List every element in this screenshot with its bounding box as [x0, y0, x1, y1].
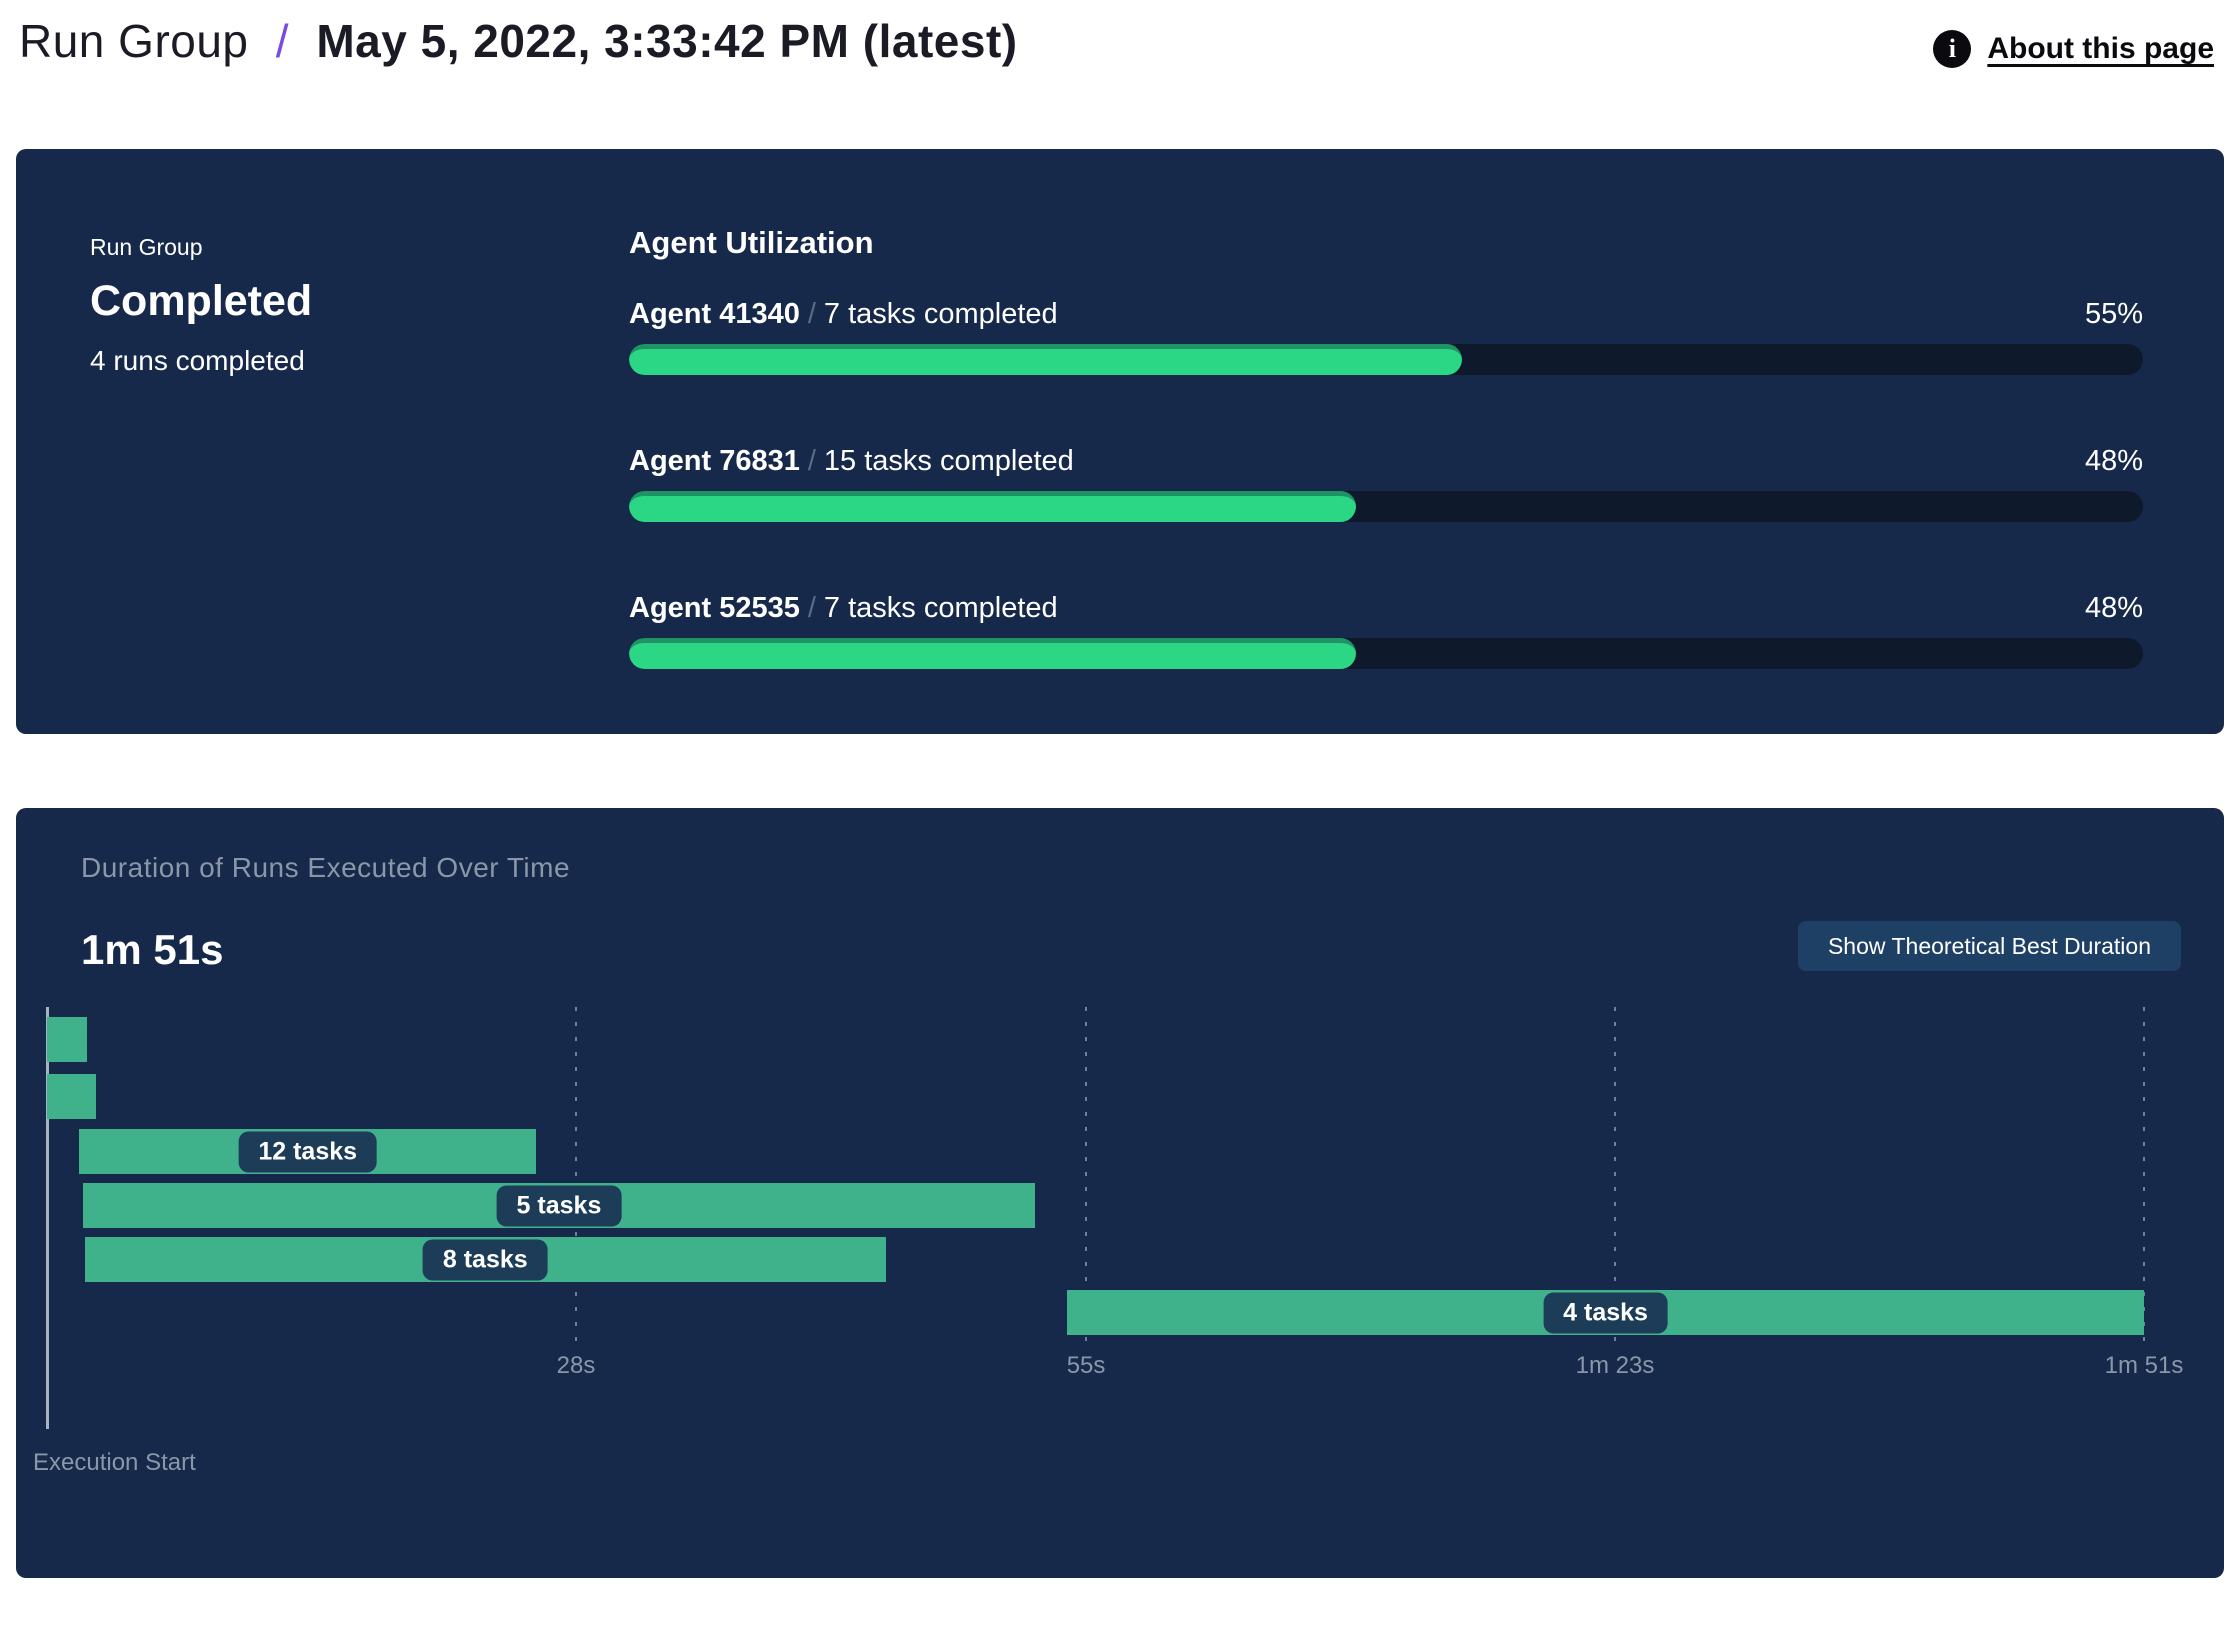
agent-tasks-completed: 7 tasks completed: [823, 298, 1058, 330]
agent-percent: 55%: [2084, 298, 2143, 330]
about-this-page-link[interactable]: i About this page: [1933, 30, 2214, 68]
agent-utilization-rows: Agent 41340/7 tasks completed 55% Agent 76…: [629, 149, 2143, 734]
gantt-bar: 12 tasks: [79, 1129, 537, 1174]
progress-track: [629, 638, 2143, 669]
x-tick-label: 28s: [556, 1352, 596, 1379]
duration-panel: Duration of Runs Executed Over Time 1m 5…: [16, 808, 2224, 1578]
status-value: Completed: [90, 277, 313, 325]
gridline: [1085, 1007, 1088, 1345]
x-tick-label: 1m 51s: [2104, 1352, 2184, 1379]
progress-track: [629, 344, 2143, 375]
gridline: [1614, 1007, 1617, 1345]
agent-separator: /: [807, 298, 816, 330]
page-title: May 5, 2022, 3:33:42 PM (latest): [316, 15, 1018, 67]
progress-track: [629, 491, 2143, 522]
gantt-bar: 8 tasks: [84, 1237, 886, 1282]
execution-start-line: [46, 1007, 49, 1429]
agent-separator: /: [807, 592, 816, 624]
agent-label-line: Agent 52535/7 tasks completed 48%: [629, 591, 2143, 625]
gantt-chart: Execution Start 28s 55s 1m 23s 1m 51s 12 tas…: [33, 1007, 2183, 1507]
agent-label-line: Agent 41340/7 tasks completed 55%: [629, 297, 2143, 331]
agent-name: Agent 76831: [629, 445, 800, 477]
breadcrumb-separator: /: [275, 15, 290, 67]
agent-label: Agent 76831/15 tasks completed: [629, 444, 1074, 478]
run-group-panel: Run Group Completed 4 runs completed Age…: [16, 149, 2224, 734]
gantt-bar: 4 tasks: [1067, 1290, 2144, 1335]
duration-subtitle: Duration of Runs Executed Over Time: [81, 852, 571, 883]
agent-name: Agent 52535: [629, 592, 800, 624]
gantt-bar: 5 tasks: [82, 1183, 1036, 1228]
gantt-bar: [47, 1017, 87, 1062]
agent-row: Agent 76831/15 tasks completed 48%: [629, 444, 2143, 522]
page-header: Run Group / May 5, 2022, 3:33:42 PM (lat…: [0, 0, 2240, 110]
agent-name: Agent 41340: [629, 298, 800, 330]
breadcrumb: Run Group / May 5, 2022, 3:33:42 PM (lat…: [19, 14, 1018, 68]
gridline: [2143, 1007, 2145, 1345]
x-tick-label: 1m 23s: [1575, 1352, 1655, 1379]
agent-tasks-completed: 7 tasks completed: [823, 592, 1058, 624]
runs-completed: 4 runs completed: [90, 345, 305, 376]
show-theoretical-best-duration-button[interactable]: Show Theoretical Best Duration: [1797, 921, 2181, 971]
task-count-pill: 4 tasks: [1543, 1292, 1668, 1333]
status-label: Run Group: [90, 234, 203, 260]
progress-fill: [629, 491, 1356, 522]
agent-row: Agent 41340/7 tasks completed 55%: [629, 297, 2143, 375]
agent-row: Agent 52535/7 tasks completed 48%: [629, 591, 2143, 669]
agent-percent: 48%: [2084, 445, 2143, 477]
gridline: [574, 1007, 577, 1345]
task-count-pill: 8 tasks: [422, 1239, 548, 1280]
agent-utilization-heading: Agent Utilization: [629, 225, 874, 260]
task-count-pill: 12 tasks: [238, 1131, 378, 1172]
agent-label: Agent 41340/7 tasks completed: [629, 297, 1058, 331]
duration-total: 1m 51s: [81, 926, 224, 973]
gantt-bar: [47, 1074, 97, 1119]
info-icon[interactable]: i: [1933, 30, 1972, 68]
progress-fill: [629, 344, 1462, 375]
agent-percent: 48%: [2084, 592, 2143, 624]
agent-tasks-completed: 15 tasks completed: [823, 445, 1074, 477]
agent-separator: /: [807, 445, 816, 477]
execution-start-label: Execution Start: [33, 1449, 196, 1476]
task-count-pill: 5 tasks: [496, 1185, 622, 1226]
x-tick-label: 55s: [1066, 1352, 1106, 1379]
agent-label: Agent 52535/7 tasks completed: [629, 591, 1058, 625]
about-link-label[interactable]: About this page: [1987, 32, 2214, 65]
progress-fill: [629, 638, 1356, 669]
breadcrumb-root[interactable]: Run Group: [19, 15, 249, 67]
agent-label-line: Agent 76831/15 tasks completed 48%: [629, 444, 2143, 478]
